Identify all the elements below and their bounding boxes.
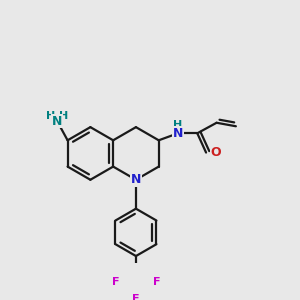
Text: F: F (132, 294, 140, 300)
Text: H: H (46, 111, 56, 121)
Text: N: N (173, 127, 183, 140)
Text: O: O (211, 146, 221, 159)
Text: F: F (153, 277, 160, 287)
Text: H: H (173, 120, 183, 130)
Text: F: F (112, 277, 119, 287)
Text: N: N (131, 173, 141, 186)
Text: N: N (52, 115, 62, 128)
Text: H: H (58, 111, 68, 121)
